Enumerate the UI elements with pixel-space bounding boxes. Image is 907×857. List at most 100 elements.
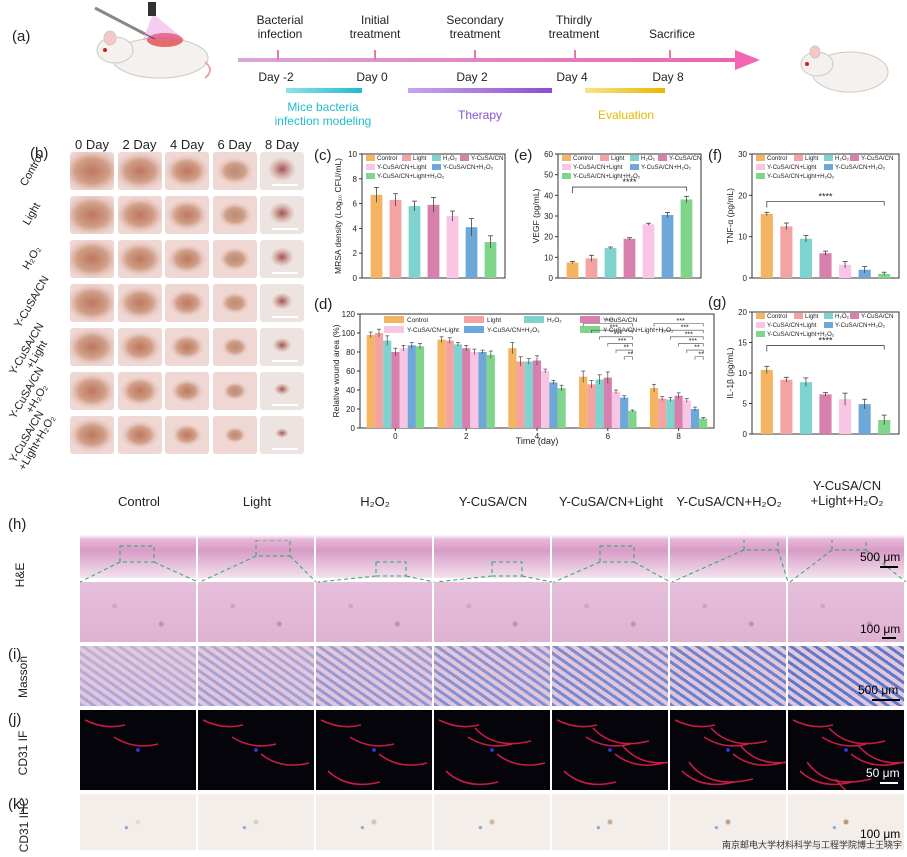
y-tick-label: 100 <box>342 329 356 338</box>
cd31-vessel <box>496 753 546 766</box>
cd31-vessel <box>857 744 904 764</box>
bar <box>566 262 579 278</box>
legend-label: H₂O₂ <box>835 313 850 320</box>
wound-photo <box>212 196 257 234</box>
significance-label: *** <box>677 318 685 325</box>
y-tick-label: 0 <box>743 430 748 439</box>
cd31-vessel-overlay <box>792 719 904 790</box>
masson-tile <box>788 646 904 706</box>
wound-photo <box>117 240 162 278</box>
wound-photo <box>117 416 162 454</box>
legend-label: Control <box>573 155 593 162</box>
bar <box>557 388 566 428</box>
legend-label: Control <box>377 155 397 162</box>
photo-scalebar <box>272 448 298 450</box>
bar <box>611 391 621 428</box>
cd31-vessel <box>202 719 244 728</box>
panel-label-c: (c) <box>314 147 332 164</box>
phase-bar-therapy <box>408 88 552 93</box>
y-tick-label: 20 <box>544 233 553 242</box>
panel-label-g: (g) <box>708 294 727 311</box>
cd31-if-tile <box>788 710 904 790</box>
legend-label: Y-CuSA/CN <box>669 155 701 162</box>
histology-column-label: Control <box>118 494 160 509</box>
significance-label: *** <box>681 325 689 332</box>
y-tick-label: 50 <box>544 171 553 180</box>
treatment-timeline <box>238 50 760 70</box>
bar <box>462 348 471 428</box>
cd31-ihc-tile <box>552 794 668 850</box>
panel-label-f: (f) <box>708 147 723 164</box>
legend-swatch <box>630 155 639 161</box>
legend-swatch <box>384 326 404 333</box>
bar <box>799 382 812 434</box>
bar <box>690 409 700 428</box>
y-tick-label: 20 <box>738 191 747 200</box>
phase-label-modeling: Mice bacteria infection modeling <box>274 100 372 128</box>
wound-photo <box>70 152 114 190</box>
bar <box>799 238 812 278</box>
y-tick-label: 80 <box>346 348 355 357</box>
histology-column-label: Y-CuSA/CN+H₂O₂ <box>676 494 782 509</box>
legend-label: Y-CuSA/CN+Light <box>573 164 623 171</box>
legend-label: Y-CuSA/CN+H₂O₂ <box>487 327 540 334</box>
x-tick-label: 8 <box>676 432 681 441</box>
cd31-vessel <box>681 770 735 786</box>
watermark: 南京邮电大学材料科学与工程学院博士王晓宇 <box>722 840 903 850</box>
legend-swatch <box>562 164 571 170</box>
cd31-vessel <box>821 736 867 747</box>
legend-swatch <box>658 155 667 161</box>
photo-column-label: 0 Day <box>75 137 109 152</box>
timeline-day-minus2: Day -2 <box>258 70 294 84</box>
wound-photo <box>70 416 114 454</box>
bar <box>858 404 871 434</box>
bar <box>699 418 708 428</box>
bar <box>603 377 612 428</box>
legend-label: Y-CuSA/CN <box>603 317 637 324</box>
bar <box>524 361 533 428</box>
significance-bracket <box>591 329 633 334</box>
legend-swatch <box>464 326 484 333</box>
y-axis-label: VEGF (pg/mL) <box>531 188 541 243</box>
significance-bracket <box>694 356 704 360</box>
cd31-vessel <box>327 770 381 786</box>
panel-label-i: (i) <box>8 646 22 663</box>
wound-photo <box>165 196 209 234</box>
bar <box>427 204 440 278</box>
cd31-vessel <box>592 727 650 745</box>
masson-tile <box>434 646 550 706</box>
scalebar-label-masson: 500 μm <box>858 683 899 697</box>
bar <box>445 340 454 428</box>
y-tick-label: 4 <box>353 224 358 233</box>
bar <box>508 348 517 428</box>
wound-photo <box>165 152 209 190</box>
wound-photo <box>212 372 257 410</box>
wound-photo <box>165 328 209 366</box>
scalebar-label-he-overview: 500 μm <box>860 550 901 564</box>
phase-label-evaluation: Evaluation <box>597 108 655 122</box>
bar <box>370 194 383 278</box>
cd31-vessel <box>231 736 277 747</box>
y-tick-label: 0 <box>743 274 748 283</box>
significance-bracket <box>678 343 704 347</box>
scalebar-masson <box>872 699 900 701</box>
he-overview-tile <box>316 516 432 578</box>
wound-photo <box>212 152 257 190</box>
wound-photo <box>260 196 304 234</box>
scalebar-he-overview <box>880 566 898 568</box>
bar <box>446 216 459 278</box>
y-tick-label: 10 <box>348 150 357 159</box>
photo-row-label: Control <box>17 151 47 189</box>
legend-label: H₂O₂ <box>443 155 458 162</box>
cd31-vessel <box>850 753 900 766</box>
bar <box>437 339 446 428</box>
histology-column-label: Light <box>242 494 272 509</box>
significance-bracket <box>572 186 687 194</box>
significance-label: ** <box>623 345 629 352</box>
histology-column-label: Y-CuSA/CN+Light <box>559 494 663 509</box>
bar <box>666 399 675 428</box>
significance-label: **** <box>818 336 833 346</box>
wound-photo <box>117 372 162 410</box>
bar <box>839 264 852 278</box>
he-overview-tile <box>552 516 668 578</box>
